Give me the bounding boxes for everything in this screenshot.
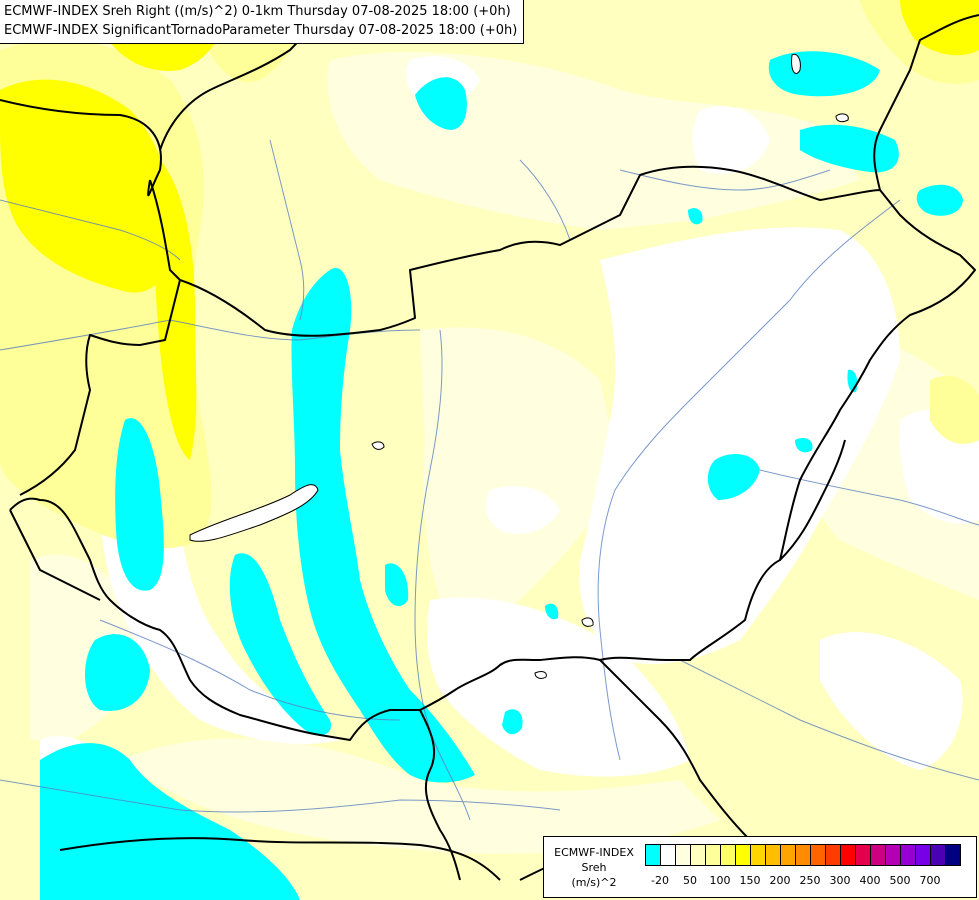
border-northeast-ua (873, 14, 979, 191)
legend-swatch (780, 844, 796, 866)
lake-small-3 (581, 617, 594, 627)
legend-swatch (795, 844, 811, 866)
border-south-serbia (599, 659, 751, 841)
legend-tick-label: 500 (889, 874, 911, 887)
cyan-area-north-top (415, 77, 467, 130)
legend-tick-label: 150 (739, 874, 761, 887)
cyan-area-east-dash (795, 438, 813, 453)
border-west-austria (19, 279, 181, 496)
light-area-central (420, 327, 620, 640)
river-drava (99, 619, 401, 721)
legend-tick-label: 200 (769, 874, 791, 887)
color-legend: ECMWF-INDEX Sreh (m/s)^2 -20 50 100 150 200 2… (543, 836, 977, 898)
legend-swatch (810, 844, 826, 866)
river-north-1 (269, 139, 305, 321)
cyan-area-southwest-big (40, 743, 300, 900)
border-hungary (9, 165, 976, 741)
lake-small-4 (534, 671, 547, 679)
legend-unit-label: (m/s)^2 (571, 876, 617, 889)
cyan-field-areas (40, 51, 963, 900)
lake-small-1 (371, 441, 385, 450)
map-title-box: ECMWF-INDEX Sreh Right ((m/s)^2) 0-1km T… (0, 0, 525, 44)
rivers (0, 139, 979, 821)
cyan-area-far-east (916, 184, 963, 216)
legend-tick-label: -20 (651, 874, 669, 887)
white-area-southeast (820, 632, 963, 770)
river-northeast (619, 169, 831, 191)
border-southwest-si (9, 509, 101, 601)
legend-swatch (885, 844, 901, 866)
legend-swatch (765, 844, 781, 866)
legend-swatch (720, 844, 736, 866)
cyan-area-southwest-strip (229, 553, 331, 736)
legend-parameter-label: Sreh (581, 861, 607, 874)
border-east-ro (779, 439, 846, 561)
light-area-south (120, 738, 720, 854)
legend-swatch (675, 844, 691, 866)
cyan-area-west-strip (115, 418, 164, 591)
legend-tick-label: 50 (683, 874, 697, 887)
cyan-area-center-small (385, 563, 409, 607)
legend-swatch (870, 844, 886, 866)
legend-swatch (840, 844, 856, 866)
legend-swatch (825, 844, 841, 866)
cyan-area-central-band (291, 268, 475, 783)
legend-swatch (915, 844, 931, 866)
legend-swatch (750, 844, 766, 866)
legend-swatch (930, 844, 946, 866)
river-north-2 (519, 159, 571, 241)
white-area-north (692, 106, 770, 174)
legend-tick-label: 100 (709, 874, 731, 887)
legend-swatch (945, 844, 961, 866)
legend-swatch (645, 844, 661, 866)
border-south-bosnia (59, 837, 501, 881)
border-north-slovakia (149, 179, 181, 281)
river-south-east (679, 659, 979, 781)
cyan-area-north-small (688, 208, 703, 225)
legend-swatch (855, 844, 871, 866)
legend-swatch (900, 844, 916, 866)
legend-swatch (690, 844, 706, 866)
lake-balaton (189, 484, 319, 542)
border-northwest (0, 99, 162, 197)
white-area-south-central (427, 597, 690, 777)
white-area-main-east (579, 227, 900, 664)
map-title-line-1: ECMWF-INDEX Sreh Right ((m/s)^2) 0-1km T… (4, 4, 511, 19)
river-tisza (597, 199, 901, 761)
map-title-line-2: ECMWF-INDEX SignificantTornadoParameter … (4, 23, 518, 38)
river-east-1 (759, 469, 979, 526)
legend-swatch (705, 844, 721, 866)
river-danube-south (414, 329, 471, 821)
legend-swatch (735, 844, 751, 866)
lake-north (791, 53, 801, 74)
white-area-center-blob (485, 486, 560, 534)
cyan-area-south-small (502, 709, 523, 735)
legend-tick-label: 300 (829, 874, 851, 887)
lakes (189, 53, 849, 679)
cyan-area-east-blob (707, 454, 760, 500)
legend-source-label: ECMWF-INDEX (554, 846, 634, 859)
legend-tick-row: -20 50 100 150 200 250 300 400 500 700 (645, 874, 975, 888)
legend-swatch-row (645, 844, 961, 866)
legend-tick-label: 400 (859, 874, 881, 887)
strong-area-west (0, 79, 175, 293)
legend-tick-label: 700 (919, 874, 941, 887)
legend-swatch (660, 844, 676, 866)
legend-tick-label: 250 (799, 874, 821, 887)
river-sava (0, 779, 561, 813)
cyan-area-west-blob (84, 634, 150, 711)
cyan-area-south-dots (545, 603, 559, 620)
mid-area-east-small (930, 375, 979, 444)
lake-small-2 (835, 113, 849, 123)
